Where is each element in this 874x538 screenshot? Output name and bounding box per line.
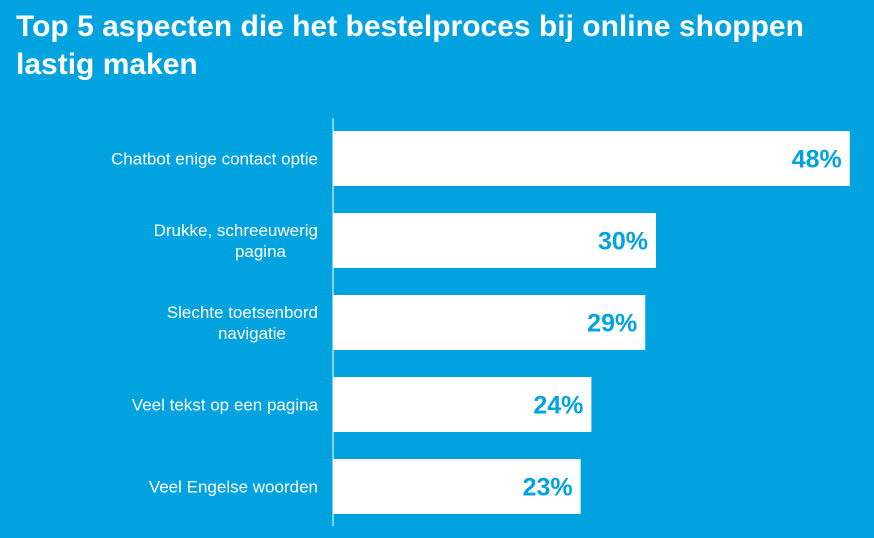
chart-title: Top 5 aspecten die het bestelproces bij … [16,10,804,81]
category-label-1: Chatbot enige contact optie [111,150,318,169]
bar-2 [333,213,656,268]
category-label-3: Slechte toetsenbord navigatie [167,303,318,343]
category-label-2: Drukke, schreeuwerig pagina [154,221,318,261]
category-labels-group: Chatbot enige contact optie Drukke, schre… [111,150,319,497]
category-label-line: navigatie [218,324,286,343]
bars-group [333,131,850,514]
category-label-line: Slechte toetsenbord [167,303,318,322]
value-labels-group: 48% 30% 29% 24% 23% [523,146,842,502]
category-label-line: pagina [235,242,287,261]
value-label-4: 24% [533,392,583,420]
value-label-3: 29% [587,310,637,338]
value-label-5: 23% [523,474,573,502]
value-label-1: 48% [792,146,842,174]
category-label-line: Drukke, schreeuwerig [154,221,318,240]
category-label-line: Veel tekst op een pagina [132,396,319,415]
category-label-line: Chatbot enige contact optie [111,150,318,169]
category-label-line: Veel Engelse woorden [149,478,318,497]
value-label-2: 30% [598,228,648,256]
category-label-4: Veel tekst op een pagina [132,396,319,415]
bar-3 [333,295,646,350]
bar-1 [333,131,850,186]
bar-4 [333,377,592,432]
category-label-5: Veel Engelse woorden [149,478,318,497]
bar-5 [333,459,581,514]
